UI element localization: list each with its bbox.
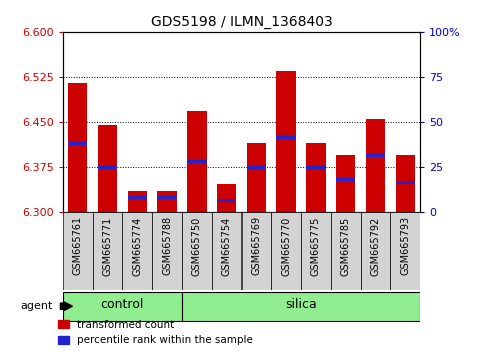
Text: GSM665793: GSM665793 <box>400 216 411 275</box>
Text: agent: agent <box>21 301 53 311</box>
Bar <box>336 178 355 181</box>
Bar <box>187 111 207 212</box>
Bar <box>247 143 266 212</box>
Text: GSM665774: GSM665774 <box>132 216 142 275</box>
Bar <box>396 181 415 184</box>
Bar <box>128 191 147 212</box>
Legend: transformed count, percentile rank within the sample: transformed count, percentile rank withi… <box>58 320 253 345</box>
Text: control: control <box>100 298 144 311</box>
Bar <box>336 155 355 212</box>
Text: GSM665771: GSM665771 <box>102 216 113 275</box>
Bar <box>68 83 87 212</box>
Text: silica: silica <box>285 298 317 311</box>
Bar <box>366 154 385 157</box>
Bar <box>63 292 182 321</box>
Text: GSM665792: GSM665792 <box>370 216 381 275</box>
Bar <box>331 212 361 290</box>
Bar <box>276 71 296 212</box>
Bar <box>98 125 117 212</box>
Bar <box>93 212 122 290</box>
Bar <box>182 212 212 290</box>
Bar <box>63 212 93 290</box>
Bar <box>128 196 147 199</box>
Text: GSM665770: GSM665770 <box>281 216 291 275</box>
Bar <box>276 136 296 139</box>
Bar <box>68 142 87 145</box>
Bar <box>390 212 420 290</box>
Bar <box>152 212 182 290</box>
Text: GSM665754: GSM665754 <box>222 216 232 275</box>
Bar <box>306 143 326 212</box>
Bar <box>366 119 385 212</box>
Bar <box>247 166 266 169</box>
Title: GDS5198 / ILMN_1368403: GDS5198 / ILMN_1368403 <box>151 16 332 29</box>
Bar <box>301 212 331 290</box>
Bar <box>306 166 326 169</box>
Bar <box>212 212 242 290</box>
Bar <box>157 191 177 212</box>
Text: GSM665775: GSM665775 <box>311 216 321 276</box>
Bar <box>98 166 117 169</box>
Bar <box>182 292 420 321</box>
Bar <box>217 199 236 202</box>
Text: GSM665769: GSM665769 <box>251 216 261 275</box>
Bar <box>396 155 415 212</box>
Bar <box>217 183 236 212</box>
Text: GSM665761: GSM665761 <box>72 216 83 275</box>
Text: GSM665750: GSM665750 <box>192 216 202 275</box>
Bar <box>242 212 271 290</box>
Bar <box>157 196 177 199</box>
Text: GSM665788: GSM665788 <box>162 216 172 275</box>
Bar <box>361 212 390 290</box>
Bar <box>187 160 207 163</box>
Bar <box>271 212 301 290</box>
Text: GSM665785: GSM665785 <box>341 216 351 275</box>
Bar <box>122 212 152 290</box>
